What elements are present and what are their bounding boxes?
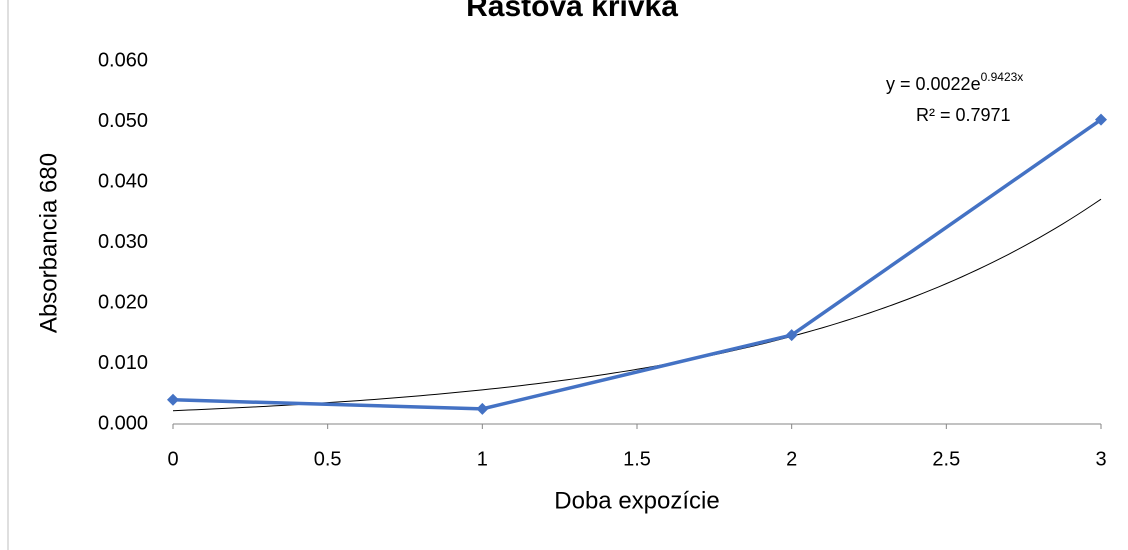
x-tick-label: 0.5 bbox=[314, 448, 342, 470]
x-tick-label: 1 bbox=[477, 448, 488, 470]
x-axis-title: Doba expozície bbox=[554, 487, 719, 514]
trendline bbox=[172, 198, 1102, 412]
x-tick-label: 0 bbox=[167, 448, 178, 470]
r-squared: R² = 0.7971 bbox=[916, 105, 1011, 125]
equation-exponent: 0.9423x bbox=[981, 70, 1024, 84]
series-line bbox=[172, 118, 1102, 411]
y-tick-label: 0.060 bbox=[98, 49, 148, 71]
y-tick-label: 0.010 bbox=[98, 352, 148, 374]
trendline-equation: y = 0.0022e0.9423x bbox=[886, 70, 1023, 94]
y-tick-label: 0.020 bbox=[98, 291, 148, 313]
marker bbox=[167, 393, 179, 406]
equation-text: y = 0.0022e bbox=[886, 74, 981, 94]
x-tick-label: 3 bbox=[1095, 448, 1106, 470]
x-tick-label: 2 bbox=[786, 448, 797, 470]
x-tick-label: 1.5 bbox=[623, 448, 651, 470]
y-tick-label: 0.040 bbox=[98, 170, 148, 192]
marker bbox=[1095, 113, 1107, 126]
marker bbox=[476, 402, 489, 415]
y-axis-title: Absorbancia 680 bbox=[35, 153, 62, 333]
y-tick-label: 0.050 bbox=[98, 110, 148, 132]
x-tick-label: 2.5 bbox=[932, 448, 960, 470]
y-tick-label: 0.030 bbox=[98, 231, 148, 253]
marker bbox=[785, 329, 798, 342]
chart-title: Rastová krivka bbox=[466, 0, 678, 23]
y-tick-label: 0.000 bbox=[98, 412, 148, 434]
